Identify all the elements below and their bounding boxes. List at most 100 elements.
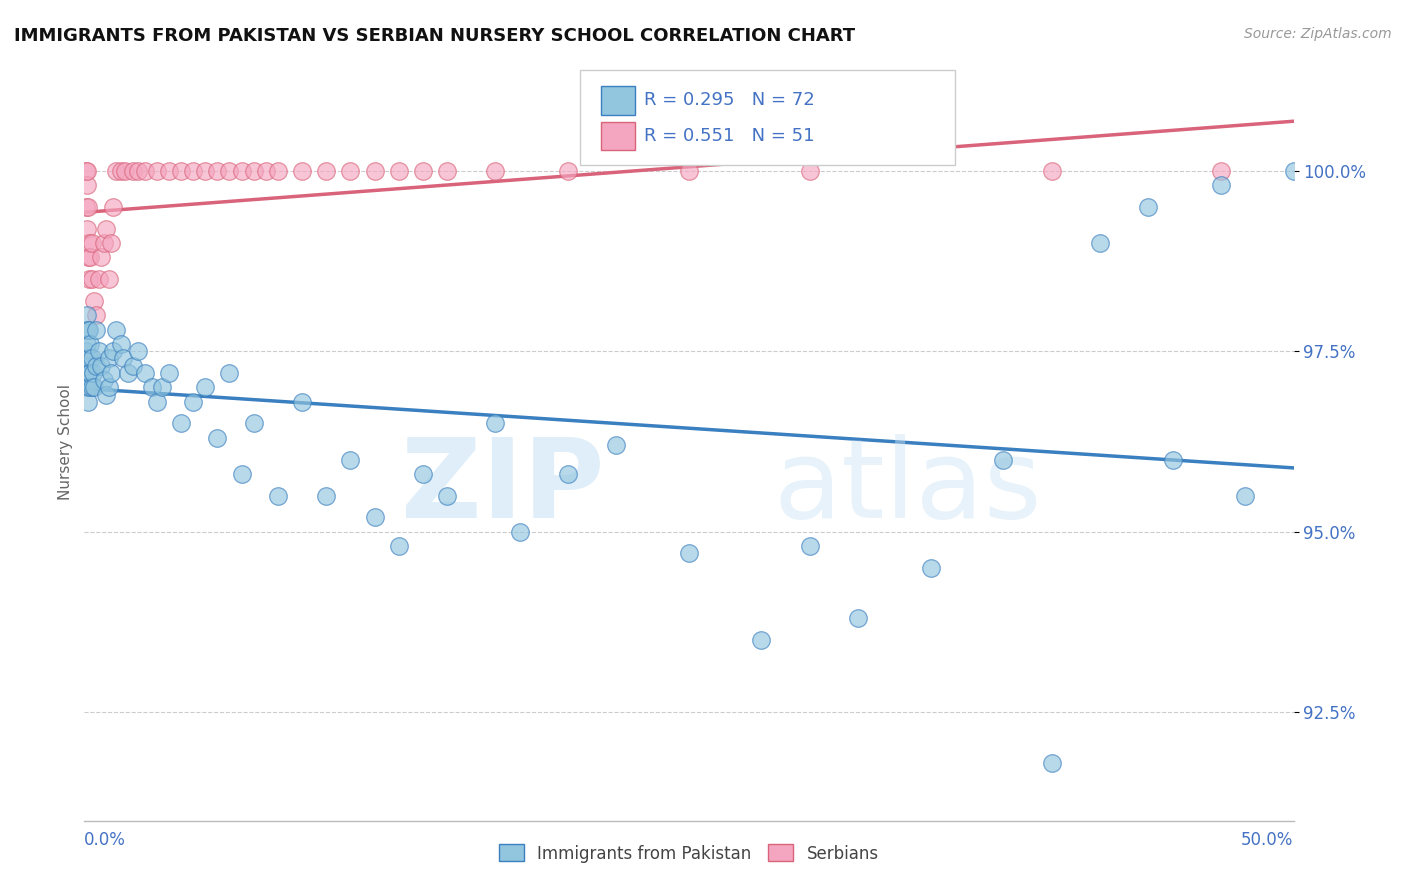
Point bbox=[75, 344, 97, 359]
Point bbox=[79, 337, 101, 351]
Point bbox=[77, 200, 100, 214]
Point bbox=[141, 380, 163, 394]
Point bbox=[80, 351, 103, 366]
Point bbox=[76, 221, 98, 235]
Text: ZIP: ZIP bbox=[401, 434, 605, 541]
Point bbox=[76, 308, 98, 322]
Point bbox=[121, 163, 143, 178]
Point bbox=[112, 351, 135, 366]
Point bbox=[77, 351, 100, 366]
Point bbox=[90, 251, 112, 265]
Point bbox=[77, 380, 100, 394]
Point bbox=[484, 417, 506, 431]
Point bbox=[363, 163, 385, 178]
Point bbox=[1161, 452, 1184, 467]
Text: IMMIGRANTS FROM PAKISTAN VS SERBIAN NURSERY SCHOOL CORRELATION CHART: IMMIGRANTS FROM PAKISTAN VS SERBIAN NURS… bbox=[14, 27, 855, 45]
Point bbox=[207, 163, 229, 178]
Point bbox=[170, 163, 193, 178]
Point bbox=[436, 163, 458, 178]
Legend: Immigrants from Pakistan, Serbians: Immigrants from Pakistan, Serbians bbox=[492, 838, 886, 869]
Point bbox=[267, 489, 290, 503]
Point bbox=[194, 380, 217, 394]
Point bbox=[87, 344, 110, 359]
Point bbox=[100, 235, 122, 250]
Point bbox=[75, 200, 97, 214]
Point bbox=[267, 163, 290, 178]
Point bbox=[114, 163, 136, 178]
Point bbox=[242, 163, 264, 178]
Text: atlas: atlas bbox=[773, 434, 1042, 541]
Point bbox=[605, 438, 627, 452]
FancyBboxPatch shape bbox=[600, 121, 634, 151]
Point bbox=[86, 359, 108, 373]
Point bbox=[150, 380, 173, 394]
Point bbox=[1040, 163, 1063, 178]
Point bbox=[242, 417, 264, 431]
Point bbox=[134, 163, 156, 178]
Point bbox=[76, 337, 98, 351]
Point bbox=[291, 394, 314, 409]
Point bbox=[127, 163, 149, 178]
Point bbox=[80, 380, 103, 394]
Point bbox=[678, 546, 700, 560]
Point bbox=[82, 366, 104, 380]
Point bbox=[557, 467, 579, 481]
FancyBboxPatch shape bbox=[600, 86, 634, 115]
Point bbox=[509, 524, 531, 539]
Point bbox=[77, 323, 100, 337]
Point bbox=[146, 163, 169, 178]
Point bbox=[97, 380, 120, 394]
Point bbox=[993, 452, 1015, 467]
Point bbox=[412, 467, 434, 481]
Point bbox=[75, 323, 97, 337]
Point bbox=[799, 539, 821, 553]
Point bbox=[157, 163, 180, 178]
Point bbox=[100, 366, 122, 380]
Point bbox=[103, 200, 125, 214]
Point bbox=[315, 489, 337, 503]
Point bbox=[339, 452, 361, 467]
Point bbox=[1137, 200, 1160, 214]
Point bbox=[80, 272, 103, 286]
Point bbox=[146, 394, 169, 409]
Point bbox=[93, 373, 115, 387]
Point bbox=[76, 178, 98, 193]
Point bbox=[484, 163, 506, 178]
Point bbox=[157, 366, 180, 380]
Point bbox=[80, 235, 103, 250]
Point bbox=[77, 394, 100, 409]
Point bbox=[218, 366, 240, 380]
Point bbox=[86, 308, 108, 322]
Point bbox=[97, 351, 120, 366]
Point bbox=[1209, 163, 1232, 178]
Point bbox=[94, 221, 117, 235]
Point bbox=[86, 323, 108, 337]
Point bbox=[231, 163, 253, 178]
Point bbox=[103, 344, 125, 359]
Point bbox=[388, 539, 411, 553]
Point bbox=[254, 163, 277, 178]
Point bbox=[75, 163, 97, 178]
Point bbox=[181, 394, 204, 409]
Point bbox=[104, 323, 127, 337]
Point bbox=[920, 561, 942, 575]
Point bbox=[181, 163, 204, 178]
Point bbox=[77, 251, 100, 265]
Point bbox=[110, 337, 132, 351]
Point bbox=[207, 431, 229, 445]
Point bbox=[77, 272, 100, 286]
Point bbox=[194, 163, 217, 178]
Point bbox=[557, 163, 579, 178]
Point bbox=[678, 163, 700, 178]
Point bbox=[339, 163, 361, 178]
Text: Source: ZipAtlas.com: Source: ZipAtlas.com bbox=[1244, 27, 1392, 41]
Text: 0.0%: 0.0% bbox=[84, 831, 127, 849]
Point bbox=[134, 366, 156, 380]
Point bbox=[1088, 235, 1111, 250]
Point bbox=[846, 611, 869, 625]
Point bbox=[104, 163, 127, 178]
Point bbox=[412, 163, 434, 178]
Point bbox=[117, 366, 139, 380]
Y-axis label: Nursery School: Nursery School bbox=[58, 384, 73, 500]
Point bbox=[87, 272, 110, 286]
